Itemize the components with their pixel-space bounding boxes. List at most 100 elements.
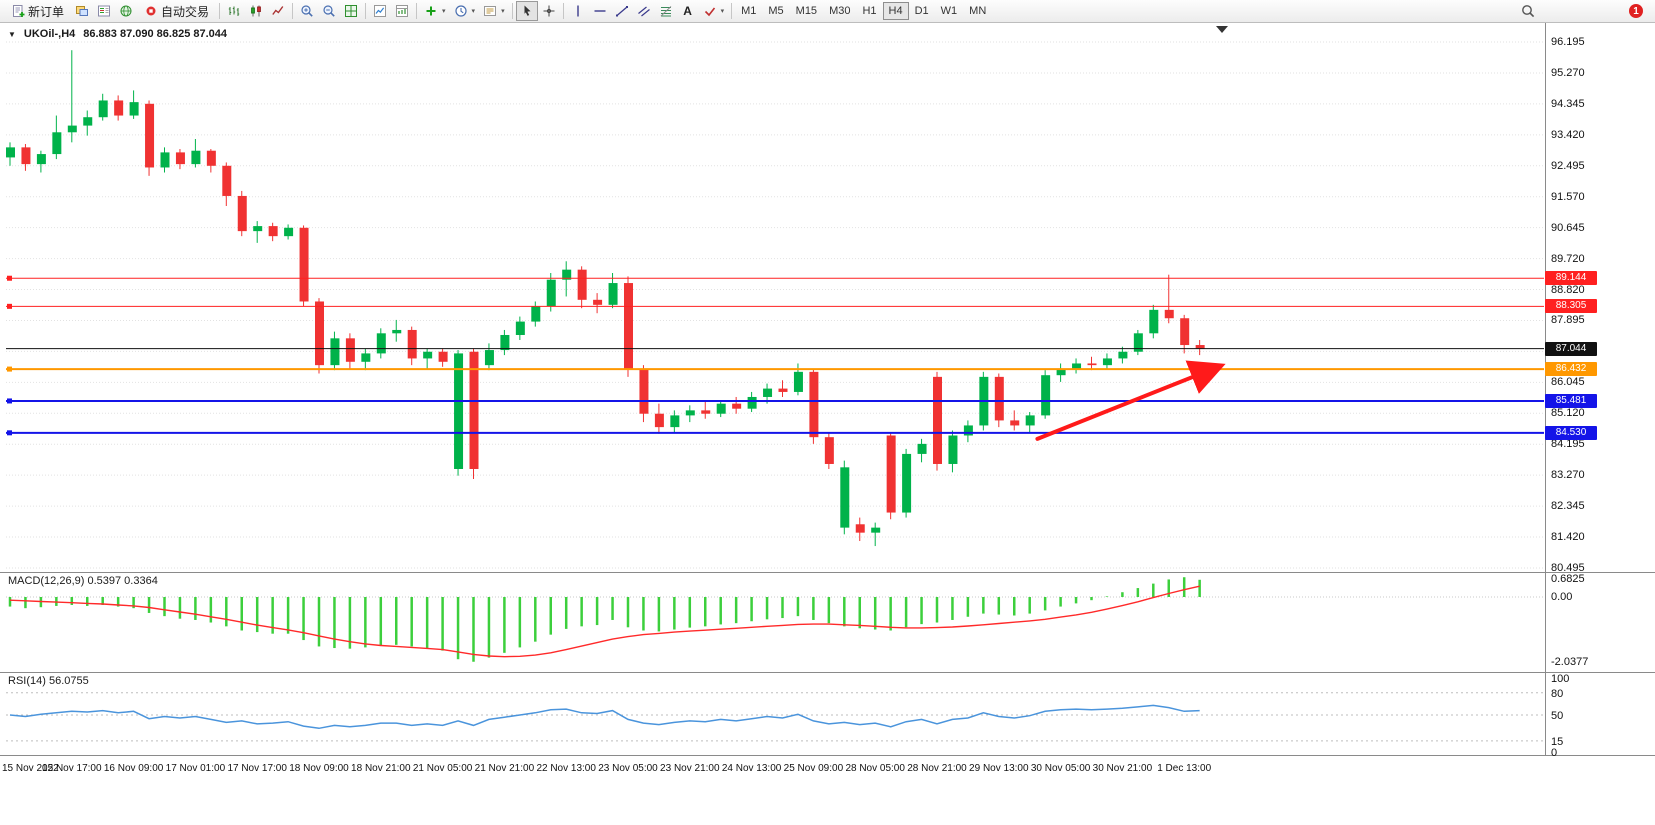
timeframe-m30-button[interactable]: M30	[823, 2, 856, 20]
macd-values: 0.5397 0.3364	[87, 575, 158, 587]
time-axis-label: 30 Nov 05:00	[1030, 763, 1091, 774]
y-axis-label: 89.720	[1551, 252, 1585, 265]
template-icon	[483, 4, 497, 18]
price-tag: 87.044	[1545, 342, 1597, 356]
timeframe-m15-button[interactable]: M15	[790, 2, 823, 20]
candle-body	[732, 403, 742, 409]
timeframe-m5-button[interactable]: M5	[762, 2, 789, 20]
panel-separator[interactable]	[0, 572, 1655, 573]
add-indicator-button[interactable]: ▾	[420, 1, 450, 21]
timeframe-h1-button[interactable]: H1	[856, 2, 882, 20]
candle-body	[608, 283, 618, 305]
candle-body	[423, 351, 433, 359]
time-axis-label: 18 Nov 21:00	[351, 763, 411, 774]
candlestick-chart-button[interactable]	[245, 1, 267, 21]
candle-body	[624, 283, 633, 369]
crosshair-tool-button[interactable]	[538, 1, 560, 21]
data-window-button[interactable]	[391, 1, 413, 21]
candle-body	[531, 306, 541, 322]
trendline-tool-button[interactable]	[611, 1, 633, 21]
candle-body	[1102, 358, 1112, 366]
candle-body	[83, 117, 93, 126]
templates-button[interactable]: ▾	[479, 1, 509, 21]
panel-separator[interactable]	[0, 672, 1655, 673]
time-axis-label: 24 Nov 13:00	[721, 763, 782, 774]
candle-body	[407, 329, 417, 359]
chart-title: ▼ UKOil-,H4 86.883 87.090 86.825 87.044	[8, 28, 227, 40]
candle-body	[392, 329, 402, 334]
timeframe-w1-button[interactable]: W1	[935, 2, 964, 20]
y-axis-label: 92.495	[1551, 159, 1585, 172]
candle-body	[330, 338, 340, 366]
toolbar-separator	[731, 3, 733, 19]
autotrading-button[interactable]: 自动交易	[137, 1, 216, 21]
time-axis-label: 25 Nov 09:00	[783, 763, 844, 774]
time-axis-label: 17 Nov 01:00	[165, 763, 226, 774]
rsi-axis-label: 15	[1551, 735, 1564, 748]
candle-body	[1010, 420, 1020, 426]
fibonacci-tool-button[interactable]	[655, 1, 677, 21]
time-axis-label: 1 Dec 13:00	[1157, 763, 1212, 774]
candle-body	[1087, 363, 1097, 366]
time-axis[interactable]	[0, 755, 1655, 825]
search-button[interactable]	[1517, 1, 1539, 21]
toolbar-separator	[562, 3, 564, 19]
indicators-window-button[interactable]	[369, 1, 391, 21]
line-handle	[7, 430, 12, 436]
tile-windows-button[interactable]	[340, 1, 362, 21]
candle-body	[21, 147, 31, 165]
toolbar: 新订单 自动交易 ▾ ▾	[0, 0, 1655, 23]
timeframe-d1-button[interactable]: D1	[909, 2, 935, 20]
chevron-down-icon: ▾	[471, 8, 476, 15]
macd-panel[interactable]	[0, 572, 1655, 672]
zoom-in-button[interactable]	[296, 1, 318, 21]
candle-body	[237, 195, 247, 232]
rsi-panel[interactable]	[0, 672, 1655, 755]
chevron-down-icon: ▾	[442, 8, 446, 15]
periods-button[interactable]: ▾	[450, 1, 480, 21]
candle-body	[253, 226, 263, 232]
candle-body	[175, 152, 185, 165]
bar-chart-button[interactable]	[223, 1, 245, 21]
notification-badge[interactable]: 1	[1629, 4, 1643, 18]
time-axis-label: 30 Nov 21:00	[1092, 763, 1153, 774]
candle-body	[963, 425, 973, 436]
vertical-line-tool-button[interactable]	[567, 1, 589, 21]
cursor-tool-button[interactable]	[515, 1, 538, 21]
timeframe-mn-button[interactable]: MN	[963, 2, 992, 20]
candle-body	[840, 467, 850, 528]
y-axis-label: 91.570	[1551, 190, 1585, 203]
y-axis-label: 87.895	[1551, 314, 1585, 327]
candle-body	[902, 453, 912, 513]
candle-body	[562, 269, 572, 280]
timeframe-m1-button[interactable]: M1	[735, 2, 762, 20]
text-tool-button[interactable]: A	[677, 1, 699, 21]
candle-body	[1118, 351, 1128, 359]
main-chart[interactable]	[0, 23, 1655, 572]
zoom-out-icon	[322, 4, 336, 18]
market-watch-button[interactable]	[93, 1, 115, 21]
horizontal-line-tool-button[interactable]	[589, 1, 611, 21]
navigator-globe-icon	[119, 4, 133, 18]
chart-window[interactable]: ▼ UKOil-,H4 86.883 87.090 86.825 87.044 …	[0, 23, 1655, 825]
timeframe-h4-button[interactable]: H4	[882, 2, 909, 20]
candle-body	[36, 154, 46, 165]
candle-body	[716, 403, 726, 414]
channel-tool-button[interactable]	[633, 1, 655, 21]
chart-shift-marker	[1216, 26, 1228, 33]
chart-windows-button[interactable]	[71, 1, 93, 21]
one-click-trading-toggle-icon[interactable]: ▼	[8, 29, 16, 39]
new-order-button[interactable]: 新订单	[4, 1, 71, 21]
arrows-tool-button[interactable]: ▾	[699, 1, 729, 21]
new-order-icon	[11, 4, 25, 18]
y-axis-label: 86.045	[1551, 376, 1585, 389]
navigator-button[interactable]	[115, 1, 137, 21]
time-axis-label: 23 Nov 05:00	[598, 763, 658, 774]
channel-icon	[637, 4, 651, 18]
line-handle	[7, 398, 12, 404]
candle-body	[747, 396, 757, 409]
time-axis-label: 16 Nov 09:00	[103, 763, 164, 774]
time-axis-label: 28 Nov 21:00	[907, 763, 967, 774]
zoom-out-button[interactable]	[318, 1, 340, 21]
line-chart-button[interactable]	[267, 1, 289, 21]
